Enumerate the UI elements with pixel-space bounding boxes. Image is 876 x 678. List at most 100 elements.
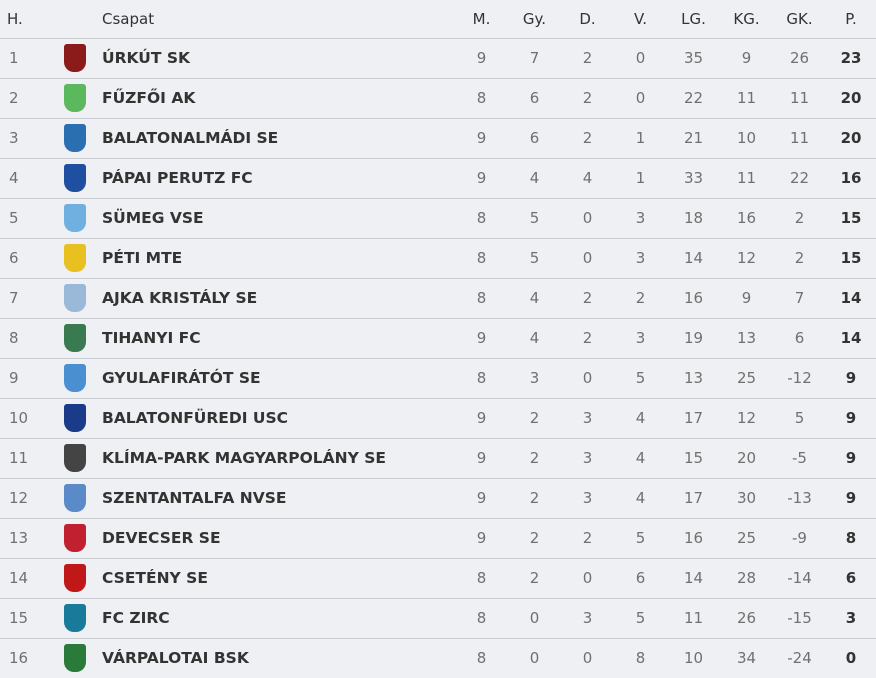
draws: 0 <box>582 249 593 267</box>
team-name[interactable]: DEVECSER SE <box>102 529 221 547</box>
goals-against: 9 <box>741 49 752 67</box>
team-name[interactable]: AJKA KRISTÁLY SE <box>102 289 258 307</box>
team-crest-icon <box>64 164 86 192</box>
goal-difference: 22 <box>789 169 810 187</box>
team-crest-icon <box>64 84 86 112</box>
team-crest-icon <box>64 284 86 312</box>
played: 9 <box>476 49 487 67</box>
header-row: H. Csapat M. Gy. D. V. LG. KG. GK. P. <box>0 0 876 38</box>
team-name[interactable]: FŰZFŐI AK <box>102 89 196 107</box>
team-name[interactable]: CSETÉNY SE <box>102 569 208 587</box>
team-crest-icon <box>64 604 86 632</box>
table-row[interactable]: 13 DEVECSER SE 9 2 2 5 16 25 -9 8 <box>0 518 876 558</box>
team-name[interactable]: VÁRPALOTAI BSK <box>102 649 249 668</box>
table-row[interactable]: 3 BALATONALMÁDI SE 9 6 2 1 21 10 11 20 <box>0 118 876 158</box>
position: 14 <box>9 569 29 587</box>
header-played: M. <box>472 9 491 28</box>
team-crest-icon <box>64 564 86 592</box>
table-row[interactable]: 7 AJKA KRISTÁLY SE 8 4 2 2 16 9 7 14 <box>0 278 876 318</box>
goals-for: 33 <box>683 169 704 187</box>
points: 14 <box>840 289 862 307</box>
team-name[interactable]: TIHANYI FC <box>102 329 201 347</box>
team-name[interactable]: SZENTANTALFA NVSE <box>102 489 287 507</box>
goals-for: 18 <box>683 209 704 227</box>
wins: 2 <box>529 489 540 507</box>
team-crest-icon <box>64 204 86 232</box>
position: 4 <box>9 169 19 187</box>
draws: 0 <box>582 209 593 227</box>
points: 9 <box>845 369 857 387</box>
losses: 6 <box>635 569 646 587</box>
position: 9 <box>9 369 19 387</box>
header-goal-difference: GK. <box>786 9 813 28</box>
team-name[interactable]: FC ZIRC <box>102 609 170 627</box>
table-row[interactable]: 8 TIHANYI FC 9 4 2 3 19 13 6 14 <box>0 318 876 358</box>
team-logo <box>48 518 102 558</box>
team-name[interactable]: SÜMEG VSE <box>102 209 204 227</box>
goals-against: 25 <box>736 529 757 547</box>
team-crest-icon <box>64 244 86 272</box>
header-position: H. <box>7 9 23 28</box>
losses: 3 <box>635 329 646 347</box>
team-name[interactable]: BALATONALMÁDI SE <box>102 129 279 147</box>
losses: 0 <box>635 49 646 67</box>
team-crest-icon <box>64 124 86 152</box>
header-draws: D. <box>579 9 596 28</box>
goals-for: 10 <box>683 649 704 668</box>
team-name[interactable]: PÁPAI PERUTZ FC <box>102 169 253 187</box>
goal-difference: -14 <box>787 569 812 587</box>
team-logo <box>48 198 102 238</box>
table-row[interactable]: 6 PÉTI MTE 8 5 0 3 14 12 2 15 <box>0 238 876 278</box>
table-row[interactable]: 16 VÁRPALOTAI BSK 8 0 0 8 10 34 -24 0 <box>0 638 876 678</box>
team-crest-icon <box>64 404 86 432</box>
table-row[interactable]: 15 FC ZIRC 8 0 3 5 11 26 -15 3 <box>0 598 876 638</box>
wins: 5 <box>529 209 540 227</box>
points: 6 <box>845 569 857 587</box>
wins: 4 <box>529 329 540 347</box>
goals-for: 14 <box>683 569 704 587</box>
losses: 3 <box>635 249 646 267</box>
position: 5 <box>9 209 19 227</box>
losses: 3 <box>635 209 646 227</box>
wins: 6 <box>529 89 540 107</box>
losses: 8 <box>635 649 646 668</box>
team-logo <box>48 438 102 478</box>
team-logo <box>48 318 102 358</box>
table-row[interactable]: 10 BALATONFÜREDI USC 9 2 3 4 17 12 5 9 <box>0 398 876 438</box>
team-name[interactable]: GYULAFIRÁTÓT SE <box>102 369 261 387</box>
table-row[interactable]: 1 ÚRKÚT SK 9 7 2 0 35 9 26 23 <box>0 38 876 78</box>
goals-against: 30 <box>736 489 757 507</box>
team-logo <box>48 278 102 318</box>
table-row[interactable]: 14 CSETÉNY SE 8 2 0 6 14 28 -14 6 <box>0 558 876 598</box>
wins: 2 <box>529 449 540 467</box>
played: 9 <box>476 169 487 187</box>
table-row[interactable]: 12 SZENTANTALFA NVSE 9 2 3 4 17 30 -13 9 <box>0 478 876 518</box>
table-row[interactable]: 11 KLÍMA-PARK MAGYARPOLÁNY SE 9 2 3 4 15 20 -5 9 <box>0 438 876 478</box>
position: 2 <box>9 89 19 107</box>
team-name[interactable]: PÉTI MTE <box>102 249 183 267</box>
goals-against: 11 <box>736 89 757 107</box>
losses: 0 <box>635 89 646 107</box>
goals-against: 9 <box>741 289 752 307</box>
played: 9 <box>476 449 487 467</box>
team-name[interactable]: ÚRKÚT SK <box>102 49 190 67</box>
goal-difference: 11 <box>789 89 810 107</box>
points: 9 <box>845 489 857 507</box>
team-name[interactable]: KLÍMA-PARK MAGYARPOLÁNY SE <box>102 449 387 467</box>
table-row[interactable]: 2 FŰZFŐI AK 8 6 2 0 22 11 11 20 <box>0 78 876 118</box>
goal-difference: 5 <box>794 409 805 427</box>
team-logo <box>48 238 102 278</box>
table-row[interactable]: 4 PÁPAI PERUTZ FC 9 4 4 1 33 11 22 16 <box>0 158 876 198</box>
goals-for: 16 <box>683 289 704 307</box>
goals-against: 12 <box>736 409 757 427</box>
team-crest-icon <box>64 364 86 392</box>
table-row[interactable]: 5 SÜMEG VSE 8 5 0 3 18 16 2 15 <box>0 198 876 238</box>
team-name[interactable]: BALATONFÜREDI USC <box>102 409 289 427</box>
points: 0 <box>845 649 857 668</box>
goals-for: 16 <box>683 529 704 547</box>
position: 7 <box>9 289 19 307</box>
team-crest-icon <box>64 44 86 72</box>
points: 3 <box>845 609 857 627</box>
table-row[interactable]: 9 GYULAFIRÁTÓT SE 8 3 0 5 13 25 -12 9 <box>0 358 876 398</box>
wins: 2 <box>529 569 540 587</box>
